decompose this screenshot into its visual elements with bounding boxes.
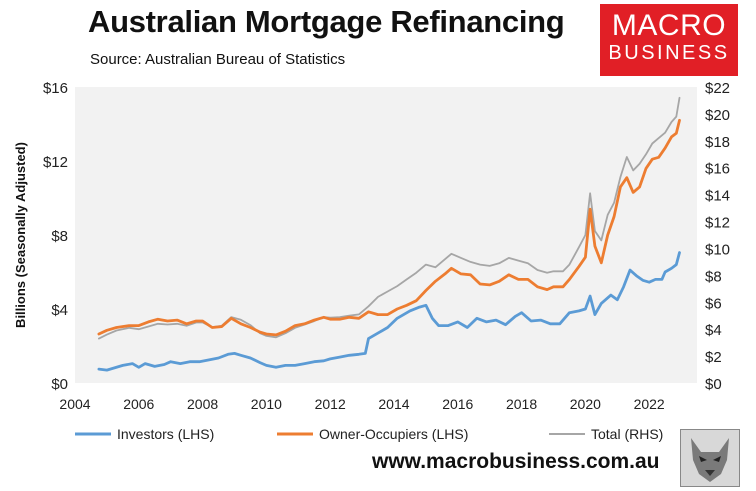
y-left-tick-label: $0 [51,376,68,393]
x-tick-label: 2014 [378,396,409,412]
plot-area [75,87,697,383]
source-subtitle: Source: Australian Bureau of Statistics [90,51,346,68]
y-right-tick-label: $16 [705,161,730,178]
y-right-tick-label: $6 [705,295,722,312]
y-axis-label: Billions (Seasonally Adjusted) [13,142,28,328]
y-right-tick-label: $2 [705,349,722,366]
legend: Investors (LHS) Owner-Occupiers (LHS) Tota… [75,426,663,442]
y-right-tick-label: $14 [705,188,730,205]
legend-label: Investors (LHS) [117,426,214,442]
x-tick-label: 2010 [251,396,282,412]
x-tick-label: 2008 [187,396,218,412]
x-tick-label: 2006 [123,396,154,412]
y-right-tick-label: $4 [705,322,722,339]
macrobusiness-logo[interactable]: MACRO BUSINESS [600,4,738,76]
series-line-0 [97,251,681,372]
y-right-tick-label: $0 [705,376,722,393]
website-url[interactable]: www.macrobusiness.com.au [372,450,660,473]
series-lines [97,96,681,372]
x-tick-label: 2012 [315,396,346,412]
tick-labels: $0 $4 $8 $12 $16 $0 $2 $4 $6 $8 $10 $12 $14 $16 $18 $20… [43,80,730,412]
y-left-tick-label: $8 [51,228,68,245]
legend-label: Owner-Occupiers (LHS) [319,426,468,442]
page-title: Australian Mortgage Refinancing [88,4,565,39]
x-tick-label: 2022 [634,396,665,412]
y-left-tick-label: $16 [43,80,68,97]
x-tick-label: 2004 [59,396,90,412]
logo-line2: BUSINESS [608,42,730,64]
x-tick-label: 2018 [506,396,537,412]
y-left-tick-label: $12 [43,154,68,171]
y-right-tick-label: $18 [705,134,730,151]
series-line-1 [97,118,681,337]
y-right-tick-label: $8 [705,268,722,285]
y-left-tick-label: $4 [51,302,68,319]
y-right-tick-label: $12 [705,215,730,232]
y-right-tick-label: $20 [705,107,730,124]
y-right-tick-label: $22 [705,80,730,97]
x-tick-label: 2016 [442,396,473,412]
logo-line1: MACRO [611,9,727,42]
wolf-mascot-image [680,429,740,487]
x-tick-label: 2020 [570,396,601,412]
y-right-tick-label: $10 [705,241,730,258]
legend-label: Total (RHS) [591,426,663,442]
